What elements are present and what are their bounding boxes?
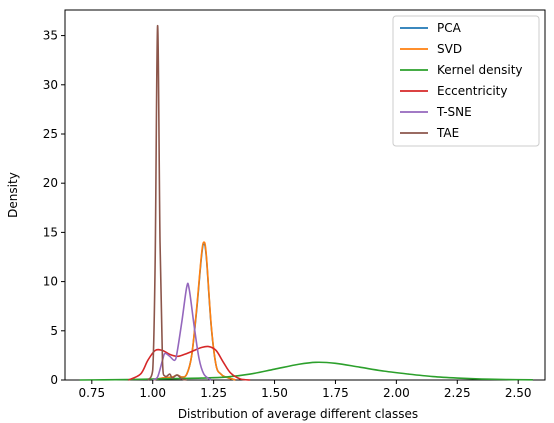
y-tick-label: 5 xyxy=(50,324,58,338)
y-tick-label: 25 xyxy=(43,127,58,141)
y-tick-label: 35 xyxy=(43,29,58,43)
y-axis-title: Density xyxy=(6,172,20,218)
x-tick-label: 0.75 xyxy=(78,386,105,400)
legend-label-t-sne: T-SNE xyxy=(436,105,472,119)
x-tick-label: 1.00 xyxy=(139,386,166,400)
y-tick-label: 30 xyxy=(43,78,58,92)
legend-label-kernel-density: Kernel density xyxy=(437,63,523,77)
legend-label-svd: SVD xyxy=(437,42,462,56)
plot-frame xyxy=(64,9,546,381)
x-tick-label: 1.50 xyxy=(261,386,288,400)
legend: PCA SVD Kernel density Eccentricity T-SNE TAE xyxy=(392,15,540,147)
x-tick-label: 1.75 xyxy=(322,386,349,400)
x-tick-label: 2.25 xyxy=(444,386,471,400)
y-tick-label: 0 xyxy=(50,373,58,387)
curve-pca xyxy=(152,243,236,381)
curve-kernel-density xyxy=(79,361,533,381)
curve-tae xyxy=(147,24,187,381)
y-tick-label: 20 xyxy=(43,176,58,190)
legend-label-pca: PCA xyxy=(437,21,462,35)
y-axis: 0 5 10 15 20 25 30 35 xyxy=(43,29,65,387)
legend-frame xyxy=(392,15,540,147)
legend-label-eccentricity: Eccentricity xyxy=(437,84,507,98)
x-axis: 0.75 1.00 1.25 1.50 1.75 2.00 2.25 2.50 xyxy=(78,380,532,400)
x-axis-title: Distribution of average different classe… xyxy=(178,407,418,421)
x-tick-label: 1.25 xyxy=(200,386,227,400)
curve-eccentricity xyxy=(128,345,251,381)
y-tick-label: 10 xyxy=(43,275,58,289)
x-tick-label: 2.00 xyxy=(383,386,410,400)
x-tick-label: 2.50 xyxy=(505,386,532,400)
curves-layer xyxy=(79,24,533,381)
curve-svd xyxy=(152,241,236,381)
y-tick-label: 15 xyxy=(43,225,58,239)
legend-label-tae: TAE xyxy=(436,126,459,140)
